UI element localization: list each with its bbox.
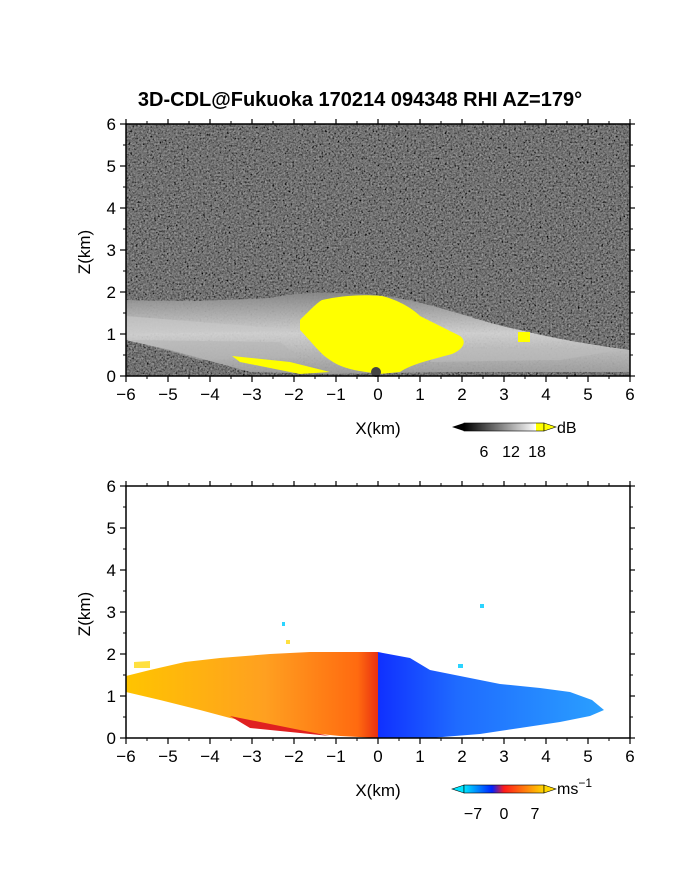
velocity-colorbar-unit-base: ms: [557, 781, 578, 798]
strong-echo-patch: [518, 332, 530, 342]
backscatter-colorbar-tick-12: 12: [502, 444, 520, 461]
backscatter-xlabel: X(km): [355, 419, 400, 438]
backscatter-colorbar: dB 6 12 18: [452, 420, 577, 461]
backscatter-colorbar-low-arrow: [452, 423, 464, 431]
x-tick-label: −6: [116, 747, 135, 766]
velocity-speck-3: [282, 622, 285, 626]
x-tick-label: −2: [284, 385, 303, 404]
y-tick-label: 1: [107, 325, 116, 344]
x-tick-label: 6: [625, 385, 634, 404]
backscatter-colorbar-tick-6: 6: [480, 444, 489, 461]
y-tick-label: 4: [107, 199, 116, 218]
velocity-speck-1: [480, 604, 484, 608]
x-tick-label: −5: [158, 385, 177, 404]
velocity-positive-region: [126, 652, 378, 738]
radar-site: [371, 367, 381, 377]
y-tick-label: 0: [107, 367, 116, 386]
velocity-speck-4: [286, 640, 290, 644]
x-tick-label: 5: [583, 385, 592, 404]
velocity-colorbar-high-arrow: [543, 784, 557, 794]
velocity-colorbar-unit-exponent: −1: [578, 776, 592, 790]
x-tick-label: −4: [200, 385, 219, 404]
x-tick-label: −4: [200, 747, 219, 766]
x-tick-label: −3: [242, 385, 261, 404]
y-tick-label: 6: [107, 477, 116, 496]
backscatter-colorbar-tick-18: 18: [528, 444, 546, 461]
velocity-colorbar-low-arrow: [451, 784, 465, 794]
y-tick-label: 5: [107, 157, 116, 176]
x-tick-label: −1: [326, 747, 345, 766]
x-tick-label: 1: [415, 747, 424, 766]
x-tick-label: 3: [499, 747, 508, 766]
x-tick-label: 2: [457, 385, 466, 404]
x-tick-label: −2: [284, 747, 303, 766]
y-tick-label: 0: [107, 729, 116, 748]
x-tick-label: 0: [373, 747, 382, 766]
strong-echo-core: [300, 295, 464, 374]
velocity-colorbar: ms−1 −7 0 7: [451, 776, 592, 823]
x-tick-label: −3: [242, 747, 261, 766]
x-tick-label: 4: [541, 747, 550, 766]
backscatter-ylabel: Z(km): [75, 230, 94, 274]
velocity-positive-sparse: [134, 661, 150, 668]
backscatter-colorbar-bar: [463, 422, 545, 432]
y-tick-label: 3: [107, 241, 116, 260]
backscatter-colorbar-unit: dB: [557, 420, 577, 437]
x-tick-label: 2: [457, 747, 466, 766]
velocity-colorbar-tick-neg7: −7: [464, 806, 482, 823]
x-tick-label: 6: [625, 747, 634, 766]
x-tick-label: 5: [583, 747, 592, 766]
y-tick-label: 1: [107, 687, 116, 706]
velocity-lower-band: [230, 716, 330, 736]
y-tick-label: 2: [107, 645, 116, 664]
velocity-axes: −6 −5 −4 −3 −2 −1 0 1 2 3 4 5 6 0 1 2 3 4 5 6: [107, 477, 635, 766]
velocity-colorbar-tick-7: 7: [531, 806, 540, 823]
x-tick-label: 0: [373, 385, 382, 404]
aerosol-streak-left: [126, 316, 300, 334]
figure-title: 3D-CDL@Fukuoka 170214 094348 RHI AZ=179°: [138, 89, 582, 111]
backscatter-colorbar-high-arrow: [543, 422, 557, 432]
x-tick-label: 1: [415, 385, 424, 404]
y-tick-label: 3: [107, 603, 116, 622]
y-tick-label: 2: [107, 283, 116, 302]
aerosol-streak-left-2: [130, 340, 300, 360]
velocity-colorbar-tick-0: 0: [500, 806, 509, 823]
velocity-negative-region: [378, 652, 604, 738]
velocity-speck-2: [458, 664, 463, 668]
backscatter-axes: −6 −5 −4 −3 −2 −1 0 1 2 3 4 5 6 0 1 2 3 4 5 6: [107, 115, 635, 404]
x-tick-label: −5: [158, 747, 177, 766]
x-tick-label: −6: [116, 385, 135, 404]
velocity-colorbar-bar: [463, 784, 545, 794]
aerosol-streak-right: [430, 348, 620, 362]
y-tick-label: 5: [107, 519, 116, 538]
velocity-panel: −6 −5 −4 −3 −2 −1 0 1 2 3 4 5 6 0 1 2 3 4 5 6 X(km) Z(km) m…: [75, 477, 635, 823]
strong-echo-ray: [232, 356, 330, 374]
x-tick-label: −1: [326, 385, 345, 404]
y-tick-label: 4: [107, 561, 116, 580]
y-tick-label: 6: [107, 115, 116, 134]
velocity-xlabel: X(km): [355, 781, 400, 800]
velocity-colorbar-unit: ms−1: [557, 776, 592, 798]
x-tick-label: 4: [541, 385, 550, 404]
velocity-ylabel: Z(km): [75, 592, 94, 636]
x-tick-label: 3: [499, 385, 508, 404]
